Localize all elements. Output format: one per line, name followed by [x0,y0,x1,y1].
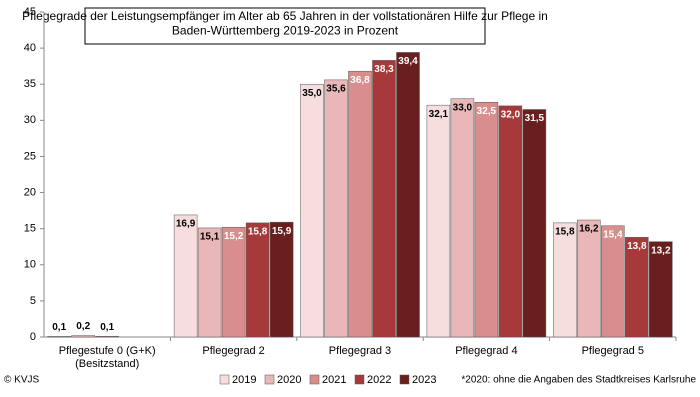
y-tick-label: 5 [30,295,36,307]
bar [625,237,649,338]
data-label: 38,3 [374,64,394,75]
data-label: 16,9 [176,219,196,230]
data-label: 15,1 [200,232,220,243]
bar [450,98,475,338]
data-label: 0,1 [52,322,66,333]
data-label: 15,9 [272,226,292,237]
y-tick-label: 15 [24,223,36,235]
x-tick-label: Pflegegrad 2 [202,345,264,357]
data-label: 13,2 [651,245,671,256]
data-label: 36,8 [350,75,370,86]
bar [474,102,499,338]
data-label: 32,5 [477,106,497,117]
data-label: 32,0 [501,110,521,121]
bar [269,221,294,338]
bar [47,336,71,338]
data-label: 33,0 [453,102,473,113]
data-label: 15,8 [248,227,268,238]
x-tick-label: Pflegegrad 5 [582,345,644,357]
chart-title: Pflegegrade der Leistungsempfänger im Al… [22,9,548,37]
legend-swatch [264,374,275,385]
data-label: 32,1 [429,109,449,120]
bar [553,222,577,338]
data-label: 15,8 [555,227,575,238]
bar [348,70,372,338]
data-label: 35,0 [302,88,322,99]
legend-swatch [309,374,320,385]
bar [577,219,601,338]
legend-swatch [399,374,410,385]
data-label: 16,2 [579,224,599,235]
bar [522,109,547,338]
y-tick-label: 40 [24,42,36,54]
bar [601,225,625,338]
title-box [84,7,486,45]
y-tick-label: 0 [30,331,36,343]
legend-label: 2021 [322,374,346,386]
bar [426,104,451,338]
legend-label: 2023 [412,374,436,386]
y-tick-label: 20 [24,186,36,198]
bar [173,214,198,338]
y-tick-label: 25 [24,150,36,162]
bar [71,335,95,338]
bar [95,336,119,338]
x-tick-label: Pflegestufe 0 (G+K) (Besitzstand) [59,345,156,370]
bar [396,52,420,338]
bar [245,222,270,338]
data-label: 15,2 [224,231,244,242]
x-tick-label: Pflegegrad 4 [455,345,517,357]
y-tick-label: 45 [24,6,36,18]
bar [324,79,348,338]
note: *2020: ohne die Angaben des Stadtkreises… [461,375,696,386]
bar [498,105,523,338]
x-tick-label: Pflegegrad 3 [329,345,391,357]
data-label: 0,2 [76,321,90,332]
y-tick-label: 10 [24,259,36,271]
bar [221,226,246,338]
data-label: 15,4 [603,229,623,240]
data-label: 35,6 [326,84,346,95]
bar [300,83,324,338]
data-label: 39,4 [398,56,418,67]
bar [649,241,673,338]
legend-label: 2019 [232,374,256,386]
legend-label: 2022 [367,374,391,386]
source: © KVJS [4,375,39,386]
legend-swatch [219,374,230,385]
data-label: 0,1 [100,322,114,333]
data-label: 13,8 [627,241,647,252]
y-tick-label: 30 [24,114,36,126]
y-tick-label: 35 [24,78,36,90]
legend-swatch [354,374,365,385]
legend-label: 2020 [277,374,301,386]
bar [197,227,222,338]
data-label: 31,5 [525,113,545,124]
bar [372,60,396,338]
